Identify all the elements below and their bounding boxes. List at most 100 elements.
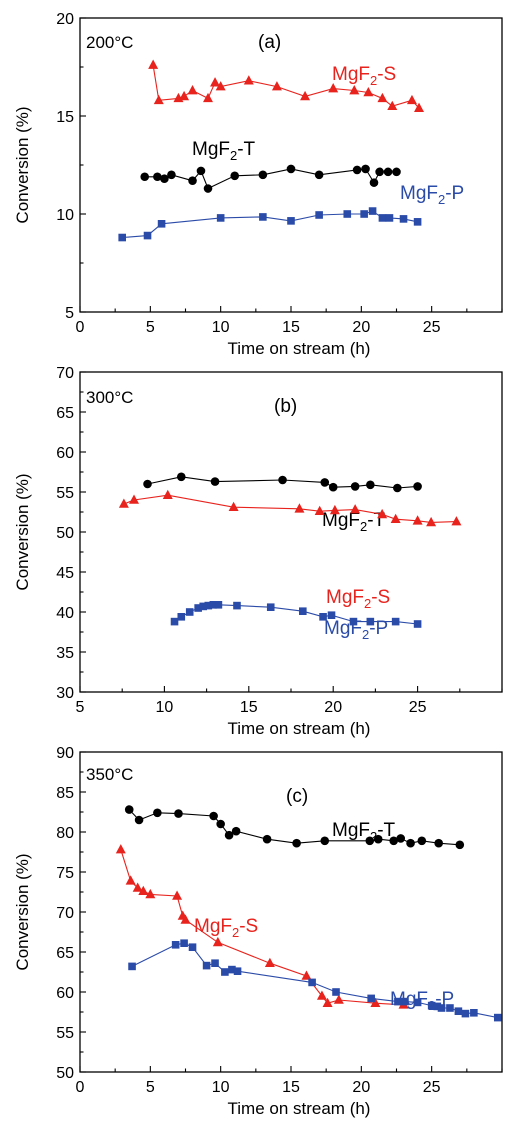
data-point: [361, 164, 370, 174]
data-point: [196, 166, 206, 176]
data-point: [393, 483, 402, 493]
data-point: [167, 170, 176, 180]
data-point: [132, 882, 143, 892]
y-tick-label: 5: [65, 305, 74, 322]
data-point: [210, 77, 221, 87]
y-axis-label: Conversion (%): [13, 853, 32, 970]
x-tick-label: 20: [352, 1079, 370, 1096]
series-label: MgF2-T: [332, 820, 396, 844]
data-point: [179, 90, 190, 101]
data-point: [493, 1013, 502, 1022]
y-tick-label: 20: [56, 11, 74, 28]
series-line: [120, 849, 404, 1006]
x-tick-label: 25: [423, 319, 441, 336]
data-point: [228, 501, 239, 511]
data-point: [454, 1007, 463, 1015]
data-point: [461, 1009, 470, 1018]
data-point: [367, 994, 375, 1003]
data-point: [352, 165, 362, 175]
data-point: [399, 215, 408, 223]
data-point: [230, 171, 240, 181]
data-point: [202, 961, 211, 970]
data-point: [258, 170, 268, 180]
x-tick-label: 15: [282, 1079, 300, 1096]
data-point: [266, 603, 275, 611]
y-tick-label: 85: [56, 785, 74, 802]
data-point: [426, 516, 437, 527]
data-point: [211, 959, 219, 967]
data-point: [129, 494, 140, 504]
data-point: [437, 1004, 446, 1012]
data-point: [391, 617, 400, 626]
x-tick-label: 5: [146, 1079, 155, 1096]
x-tick-label: 5: [146, 319, 155, 336]
data-point: [118, 498, 129, 508]
data-point: [319, 613, 327, 621]
data-point: [140, 172, 150, 182]
data-point: [349, 85, 360, 95]
x-axis-label: Time on stream (h): [228, 719, 371, 738]
y-tick-label: 35: [56, 645, 74, 662]
x-axis-label: Time on stream (h): [228, 339, 371, 358]
data-point: [412, 515, 423, 525]
data-point: [394, 997, 402, 1006]
series-label: MgF2-S: [194, 916, 258, 940]
y-tick-label: 65: [56, 945, 74, 962]
data-point: [314, 170, 324, 180]
data-point: [451, 516, 462, 526]
data-point: [187, 85, 198, 95]
data-point: [320, 836, 330, 846]
data-point: [366, 480, 375, 490]
x-tick-label: 20: [324, 699, 342, 716]
data-point: [233, 967, 242, 975]
data-point: [138, 885, 149, 895]
data-point: [188, 176, 197, 185]
y-tick-label: 50: [56, 525, 74, 542]
data-point: [314, 505, 325, 515]
data-point: [446, 1004, 454, 1012]
x-tick-label: 0: [76, 319, 85, 336]
data-point: [125, 875, 136, 885]
data-point: [286, 164, 296, 174]
data-point: [316, 990, 327, 1000]
data-point: [124, 805, 134, 814]
data-point: [134, 815, 144, 825]
data-point: [308, 978, 316, 987]
data-point: [278, 475, 287, 485]
data-point: [413, 620, 422, 628]
series-mgf2-s: MgF2-S: [115, 844, 409, 1009]
data-point: [387, 100, 398, 110]
data-point: [148, 59, 159, 69]
data-point: [369, 178, 379, 187]
series-label: MgF2-T: [322, 510, 386, 534]
series-mgf2-s: MgF2-S: [148, 59, 425, 112]
data-point: [210, 477, 220, 486]
y-tick-label: 70: [56, 365, 74, 382]
y-tick-label: 70: [56, 905, 74, 922]
series-label: MgF2-P: [324, 618, 388, 642]
data-point: [327, 611, 336, 619]
data-point: [373, 834, 383, 844]
data-point: [377, 508, 388, 519]
data-point: [320, 478, 330, 487]
data-point: [216, 819, 225, 829]
data-point: [322, 997, 333, 1007]
data-point: [378, 214, 387, 222]
y-tick-label: 10: [56, 207, 74, 224]
data-point: [231, 826, 241, 836]
data-point: [375, 167, 384, 177]
data-point: [294, 503, 305, 513]
data-point: [143, 479, 152, 489]
data-point: [233, 601, 241, 610]
data-point: [143, 231, 152, 240]
data-point: [174, 809, 183, 818]
data-point: [343, 210, 352, 218]
data-point: [396, 834, 406, 843]
series-mgf2-s: MgF2-S: [118, 489, 462, 611]
y-tick-label: 80: [56, 825, 74, 842]
data-point: [417, 836, 427, 846]
data-point: [385, 214, 394, 222]
series-label: MgF2-S: [332, 64, 396, 88]
y-tick-label: 55: [56, 1025, 74, 1042]
